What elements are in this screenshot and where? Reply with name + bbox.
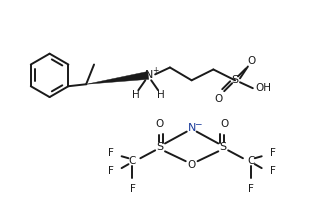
Text: F: F bbox=[108, 148, 114, 158]
Text: O: O bbox=[214, 94, 222, 104]
Text: OH: OH bbox=[256, 83, 272, 93]
Text: N: N bbox=[188, 123, 196, 133]
Text: S: S bbox=[220, 142, 227, 152]
Text: O: O bbox=[248, 56, 256, 66]
Text: C: C bbox=[247, 156, 255, 166]
Polygon shape bbox=[86, 71, 149, 84]
Text: O: O bbox=[188, 160, 196, 170]
Text: S: S bbox=[156, 142, 164, 152]
Text: +: + bbox=[152, 66, 158, 75]
Text: −: − bbox=[194, 119, 201, 128]
Text: H: H bbox=[131, 90, 139, 100]
Text: C: C bbox=[129, 156, 136, 166]
Text: F: F bbox=[270, 166, 276, 176]
Text: S: S bbox=[231, 75, 239, 85]
Text: H: H bbox=[157, 90, 165, 100]
Text: F: F bbox=[270, 148, 276, 158]
Text: F: F bbox=[108, 166, 114, 176]
Text: F: F bbox=[129, 184, 135, 194]
Text: F: F bbox=[248, 184, 254, 194]
Text: N: N bbox=[145, 70, 153, 80]
Text: O: O bbox=[220, 119, 228, 129]
Text: O: O bbox=[155, 119, 163, 129]
